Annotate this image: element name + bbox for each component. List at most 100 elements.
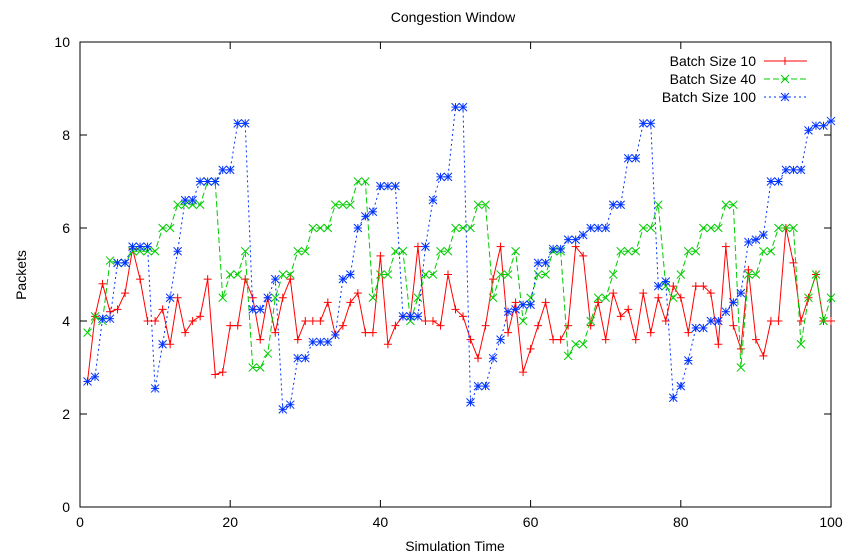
- y-tick-label: 10: [54, 34, 70, 50]
- data-point: [488, 353, 498, 363]
- data-point: [353, 223, 363, 233]
- data-point: [233, 321, 242, 330]
- series-line: [87, 227, 831, 382]
- data-point: [646, 223, 656, 233]
- data-point: [571, 339, 581, 349]
- data-point: [233, 119, 243, 128]
- data-point: [105, 256, 115, 265]
- data-point: [391, 181, 400, 191]
- data-point: [571, 235, 581, 244]
- data-point: [533, 258, 543, 268]
- data-point: [346, 270, 355, 279]
- data-point: [376, 181, 385, 191]
- data-point: [451, 305, 460, 314]
- data-point: [106, 307, 115, 316]
- data-point: [466, 223, 475, 233]
- data-point: [594, 298, 603, 307]
- data-point: [436, 321, 445, 330]
- series-line: [87, 181, 832, 368]
- data-point: [563, 235, 573, 244]
- x-tick-label: 0: [76, 514, 84, 530]
- data-point: [225, 270, 235, 279]
- data-point: [368, 328, 377, 337]
- data-point: [503, 270, 513, 279]
- x-tick-label: 60: [523, 514, 539, 530]
- data-point: [218, 165, 228, 175]
- x-tick-label: 100: [819, 514, 843, 530]
- data-point: [391, 321, 400, 330]
- data-point: [308, 317, 317, 325]
- data-point: [158, 223, 167, 233]
- data-point: [315, 223, 325, 233]
- data-point: [683, 246, 693, 256]
- data-point: [751, 270, 761, 279]
- data-point: [308, 223, 318, 233]
- data-point: [338, 200, 348, 210]
- data-point: [668, 393, 678, 403]
- data-point: [413, 242, 422, 251]
- y-tick-label: 0: [62, 499, 70, 515]
- data-point: [759, 246, 768, 256]
- data-point: [489, 275, 498, 284]
- data-point: [361, 212, 370, 221]
- data-point: [609, 289, 618, 298]
- data-point: [601, 335, 610, 344]
- data-point: [225, 165, 235, 175]
- data-point: [684, 328, 693, 337]
- data-point: [443, 270, 452, 279]
- data-point: [713, 223, 723, 233]
- data-point: [218, 368, 227, 377]
- chart-title: Congestion Window: [391, 9, 516, 25]
- data-point: [361, 177, 370, 186]
- data-point: [699, 282, 708, 291]
- data-point: [608, 270, 618, 279]
- data-point: [729, 200, 738, 210]
- x-tick-label: 80: [673, 514, 689, 530]
- legend-marker: [781, 57, 789, 65]
- data-point: [646, 119, 656, 128]
- data-point: [195, 200, 205, 210]
- data-point: [270, 293, 280, 303]
- data-point: [706, 289, 715, 298]
- legend-item: Batch Size 40: [670, 71, 807, 87]
- data-point: [255, 305, 265, 314]
- data-point: [654, 293, 663, 302]
- data-point: [819, 316, 828, 326]
- data-point: [766, 246, 776, 256]
- data-point: [721, 200, 731, 210]
- data-point: [593, 223, 603, 233]
- data-point: [323, 223, 333, 233]
- data-point: [421, 242, 430, 251]
- data-point: [300, 353, 310, 363]
- data-point: [511, 298, 520, 307]
- data-point: [744, 270, 753, 279]
- data-point: [459, 312, 468, 321]
- data-point: [541, 270, 550, 279]
- data-point: [744, 237, 753, 247]
- data-point: [781, 165, 791, 175]
- data-point: [736, 288, 746, 298]
- data-point: [271, 328, 280, 337]
- data-point: [481, 200, 490, 210]
- data-point: [361, 328, 370, 337]
- data-point: [300, 246, 310, 256]
- data-point: [368, 293, 378, 303]
- data-point: [766, 317, 775, 325]
- data-point: [203, 177, 213, 186]
- data-point: [90, 311, 100, 321]
- data-point: [676, 293, 685, 302]
- data-point: [338, 321, 347, 330]
- data-point: [474, 354, 483, 363]
- data-point: [774, 223, 783, 233]
- data-point: [248, 363, 258, 372]
- x-axis: 0 20 40 60 80 100: [76, 42, 843, 530]
- data-point: [255, 363, 265, 372]
- data-point: [616, 246, 626, 256]
- data-point: [511, 246, 520, 256]
- data-point: [398, 311, 408, 321]
- data-point: [481, 321, 490, 330]
- data-point: [638, 119, 648, 128]
- data-point: [533, 270, 543, 279]
- data-point: [774, 177, 783, 186]
- data-point: [338, 274, 348, 284]
